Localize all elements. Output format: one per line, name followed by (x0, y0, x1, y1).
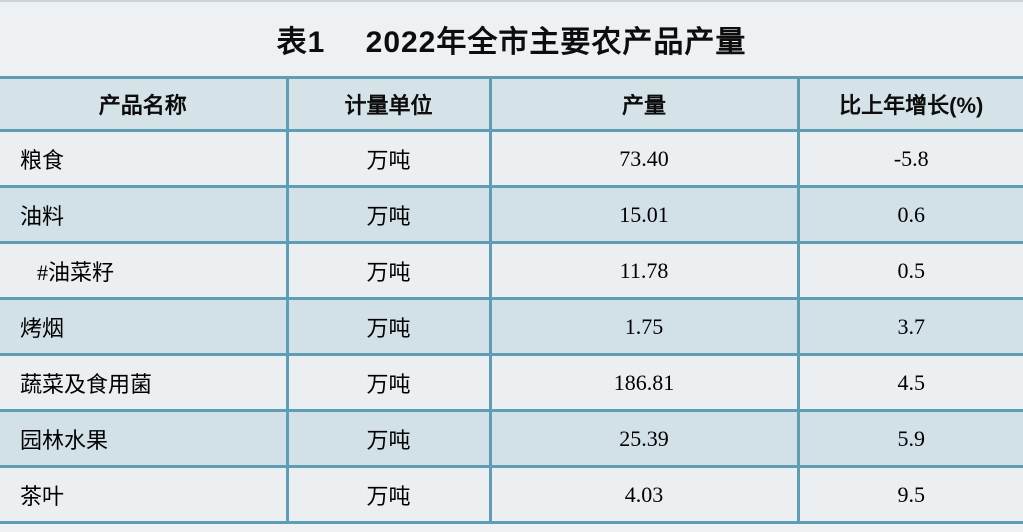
column-header-output: 产量 (488, 77, 798, 131)
unit-cell: 万吨 (285, 410, 490, 467)
page-title: 表1 2022年全市主要农产品产量 (276, 26, 747, 59)
table-header-row: 产品名称 计量单位 产量 比上年增长(%) (0, 77, 1023, 131)
output-cell: 11.78 (488, 242, 798, 299)
table-row: #油菜籽 万吨 11.78 0.5 (0, 242, 1023, 299)
product-name-cell: 粮食 (20, 147, 65, 173)
table-row: 烤烟 万吨 1.75 3.7 (0, 298, 1023, 355)
unit-cell: 万吨 (285, 466, 490, 523)
product-name-cell: 茶叶 (20, 483, 65, 509)
product-name-cell: 烤烟 (20, 315, 65, 341)
column-header-product-name: 产品名称 (98, 93, 187, 118)
column-header-growth: 比上年增长(%) (796, 77, 1023, 131)
growth-cell: 4.5 (796, 354, 1023, 411)
table-row: 茶叶 万吨 4.03 9.5 (0, 466, 1023, 523)
product-name-cell: 油料 (20, 203, 65, 229)
growth-cell: 0.6 (796, 186, 1023, 243)
output-cell: 25.39 (488, 410, 798, 467)
table-row: 油料 万吨 15.01 0.6 (0, 186, 1023, 243)
table-row: 蔬菜及食用菌 万吨 186.81 4.5 (0, 354, 1023, 411)
unit-cell: 万吨 (285, 186, 490, 243)
output-cell: 186.81 (488, 354, 798, 411)
table-body: 粮食 万吨 73.40 -5.8 油料 万吨 15.01 0.6 #油菜籽 万吨… (0, 130, 1023, 523)
table-row: 粮食 万吨 73.40 -5.8 (0, 130, 1023, 187)
agricultural-output-table: 产品名称 计量单位 产量 比上年增长(%) 粮食 万吨 73.40 -5.8 油… (0, 76, 1023, 524)
unit-cell: 万吨 (285, 298, 490, 355)
output-cell: 15.01 (488, 186, 798, 243)
unit-cell: 万吨 (285, 242, 490, 299)
growth-cell: 0.5 (796, 242, 1023, 299)
growth-cell: 5.9 (796, 410, 1023, 467)
unit-cell: 万吨 (285, 354, 490, 411)
growth-cell: 3.7 (796, 298, 1023, 355)
table-row: 园林水果 万吨 25.39 5.9 (0, 410, 1023, 467)
table-header: 产品名称 计量单位 产量 比上年增长(%) (0, 77, 1023, 131)
column-header-unit: 计量单位 (285, 77, 490, 131)
product-name-cell: 蔬菜及食用菌 (20, 371, 153, 397)
unit-cell: 万吨 (285, 130, 490, 187)
product-name-cell: #油菜籽 (37, 259, 115, 285)
growth-cell: -5.8 (796, 130, 1023, 187)
product-name-cell: 园林水果 (20, 427, 109, 453)
output-cell: 4.03 (488, 466, 798, 523)
output-cell: 73.40 (488, 130, 798, 187)
growth-cell: 9.5 (796, 466, 1023, 523)
output-cell: 1.75 (488, 298, 798, 355)
